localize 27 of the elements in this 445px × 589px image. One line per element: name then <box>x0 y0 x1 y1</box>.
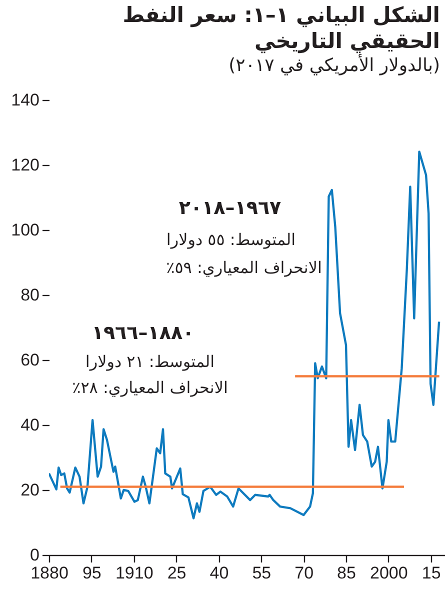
y-tick-label: 0 <box>30 546 40 564</box>
x-tick-label: 1910 <box>115 564 154 582</box>
y-tick-label: 60 <box>20 350 40 370</box>
y-tick-label: 80 <box>20 286 40 304</box>
x-tick-label: 85 <box>337 564 356 582</box>
x-tick-label: 2000 <box>370 564 408 582</box>
x-tick-label: 95 <box>82 564 102 582</box>
x-tick-label: 40 <box>210 564 229 582</box>
x-tick-label: 15 <box>422 564 441 582</box>
x-tick-label: 70 <box>294 564 314 582</box>
chart-subtitle: (بالدولار الأمريكي في ٢٠١٧) <box>228 54 440 78</box>
chart-title: الشكل البياني ١–١: سعر النفط الحقيقي التاريخي <box>122 2 440 54</box>
annotation: ١٨٨٠–١٩٦٦ <box>92 322 194 344</box>
x-tick-label: 55 <box>252 564 272 582</box>
line-series <box>49 150 440 520</box>
annotation: الانحراف المعياري: ٥٩٪ <box>166 258 322 277</box>
x-tick-label: 1880 <box>30 564 68 582</box>
annotation: الانحراف المعياري: ٢٨٪ <box>72 378 228 397</box>
annotation: ١٩٦٧–٢٠١٨ <box>178 197 282 219</box>
y-tick-label: 120 <box>11 156 40 174</box>
y-tick-label: 40 <box>20 416 40 434</box>
x-tick-label: 25 <box>167 564 186 582</box>
annotation: المتوسط: ٢١ دولارا <box>85 352 215 371</box>
y-tick-label: 140 <box>11 90 40 110</box>
annotation: المتوسط: ٥٥ دولارا <box>166 230 296 249</box>
y-tick-label: 20 <box>20 480 40 500</box>
y-tick-label: 100 <box>11 220 40 240</box>
